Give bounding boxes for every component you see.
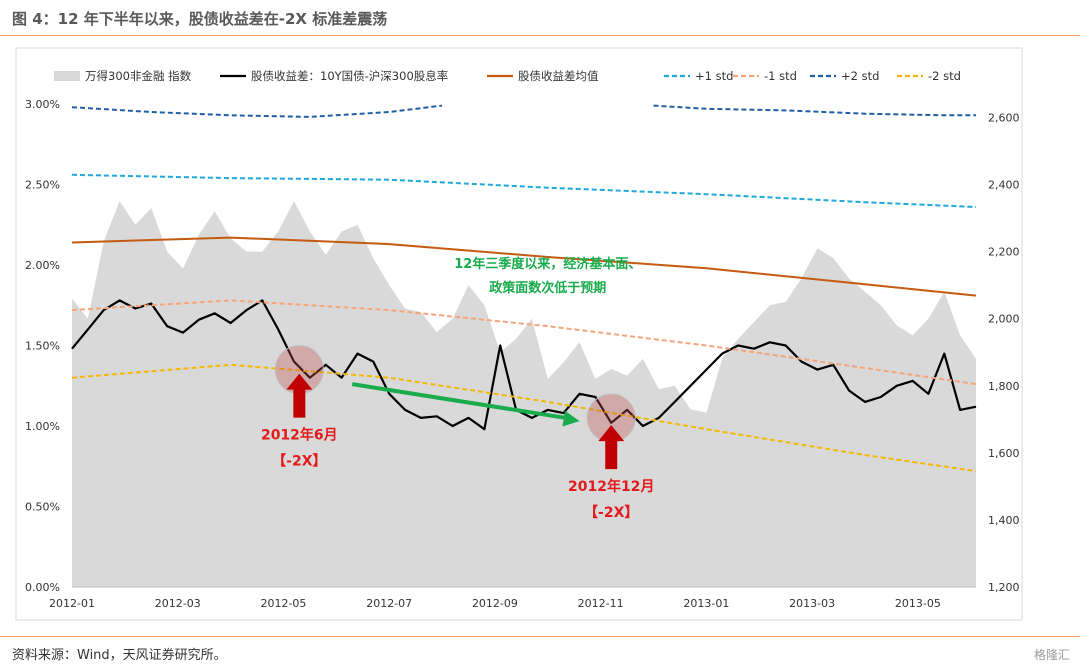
legend-label: +2 std: [841, 69, 879, 83]
red-up-arrow: [598, 425, 625, 470]
x-tick-label: 2013-01: [683, 597, 729, 610]
event-label: 【-2X】: [272, 454, 326, 470]
y-right-tick-label: 2,400: [988, 179, 1020, 192]
bottom-rule: [0, 636, 1080, 637]
x-tick-label: 2012-03: [155, 597, 201, 610]
legend-label: -1 std: [764, 69, 797, 83]
legend-swatch: [54, 71, 80, 81]
series-line-2: [71, 236, 977, 297]
watermark-logo: 格隆汇: [1033, 648, 1070, 662]
series-area-index: [72, 201, 976, 588]
x-tick-label: 2012-11: [578, 597, 624, 610]
source-note: 资料来源：Wind，天风证券研究所。: [12, 648, 227, 663]
y-right-tick-label: 2,600: [988, 111, 1020, 124]
trend-arrow-head: [562, 410, 580, 427]
figure-title: 图 4：12 年下半年以来，股债收益差在-2X 标准差震荡: [12, 10, 388, 28]
x-tick-label: 2012-09: [472, 597, 518, 610]
line-layer: [71, 104, 977, 473]
top-rule: [0, 35, 1080, 36]
axes-layer: 0.00% 0.50% 1.00% 1.50% 2.00% 2.50% 3.00% 1,200…: [25, 98, 1019, 610]
y-left-tick-label: 1.00%: [25, 420, 60, 433]
chart-frame: [15, 47, 1023, 621]
x-tick-label: 2012-07: [366, 597, 412, 610]
event-label: 2012年6月: [261, 427, 338, 444]
area-layer: [72, 201, 976, 588]
annotation-text: 政策面数次低于预期: [489, 280, 606, 296]
y-right-tick-label: 1,600: [988, 447, 1020, 460]
y-left-tick-label: 2.50%: [25, 179, 60, 192]
legend-label: 万得300非金融 指数: [85, 69, 192, 83]
y-right-tick-label: 2,000: [988, 313, 1020, 326]
y-left-tick-label: 1.50%: [25, 340, 60, 353]
annotation-text: 12年三季度以来，经济基本面、: [454, 256, 641, 272]
legend-label: 股债收益差均值: [518, 69, 599, 83]
y-right-tick-label: 1,800: [988, 380, 1020, 393]
x-tick-label: 2013-03: [789, 597, 835, 610]
y-right-tick-label: 2,200: [988, 246, 1020, 259]
y-left-tick-label: 2.00%: [25, 259, 60, 272]
x-tick-label: 2013-05: [895, 597, 941, 610]
x-tick-label: 2012-01: [49, 597, 95, 610]
y-left-tick-label: 0.00%: [25, 581, 60, 594]
legend-label: -2 std: [928, 69, 961, 83]
y-left-tick-label: 3.00%: [25, 98, 60, 111]
series-line-3: [71, 173, 977, 208]
annotations-layer: 12年三季度以来，经济基本面、政策面数次低于预期2012年6月【-2X】2012…: [261, 256, 654, 521]
x-tick-label: 2012-05: [260, 597, 306, 610]
legend-label: 股债收益差：10Y国债-沪深300股息率: [251, 69, 448, 83]
event-label: 【-2X】: [584, 505, 638, 521]
event-label: 2012年12月: [568, 478, 654, 495]
series-line-5: [71, 104, 976, 118]
trend-arrow-shaft: [351, 382, 568, 421]
legend: 万得300非金融 指数 股债收益差：10Y国债-沪深300股息率 股债收益差均值 +1…: [54, 69, 961, 83]
y-right-tick-label: 1,200: [988, 581, 1020, 594]
y-right-tick-label: 1,400: [988, 514, 1020, 527]
series-line-1: [71, 299, 977, 431]
series-line-6: [71, 363, 977, 473]
red-up-arrow: [286, 373, 313, 418]
y-left-tick-label: 0.50%: [25, 501, 60, 514]
legend-label: +1 std: [695, 69, 733, 83]
